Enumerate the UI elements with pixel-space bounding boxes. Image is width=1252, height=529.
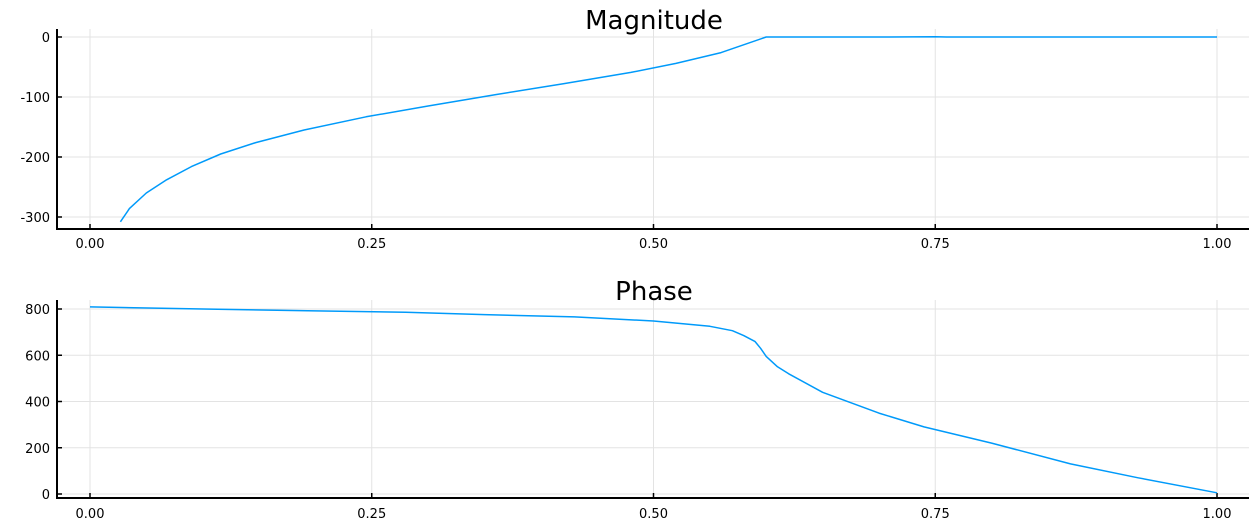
phase-x-tick-label-0: 0.00 — [76, 507, 105, 522]
phase-y-tick-label-2: 400 — [25, 396, 50, 411]
phase-series-line-0 — [89, 306, 1218, 494]
magnitude-x-tick-label-2: 0.50 — [639, 237, 668, 252]
magnitude-x-tick-label-0: 0.00 — [76, 237, 105, 252]
phase-x-tick-label-1: 0.25 — [357, 507, 386, 522]
magnitude-y-tick-label-1: -100 — [20, 91, 50, 106]
phase-y-tick-label-1: 200 — [25, 442, 50, 457]
magnitude-y-tick-label-3: -300 — [20, 211, 50, 226]
magnitude-series-line-0 — [119, 35, 1217, 223]
phase-y-tick-label-3: 600 — [25, 349, 50, 364]
phase-y-tick-label-0: 0 — [42, 488, 50, 503]
magnitude-y-tick-label-0: 0 — [42, 31, 50, 46]
phase-y-tick-label-4: 800 — [25, 303, 50, 318]
magnitude-title: Magnitude — [585, 6, 723, 36]
phase-x-tick-label-4: 1.00 — [1203, 507, 1232, 522]
magnitude-x-tick-label-3: 0.75 — [921, 237, 950, 252]
magnitude-x-tick-label-4: 1.00 — [1203, 237, 1232, 252]
magnitude-x-tick-label-1: 0.25 — [357, 237, 386, 252]
phase-x-tick-label-2: 0.50 — [639, 507, 668, 522]
phase-title: Phase — [615, 277, 693, 307]
magnitude-y-tick-label-2: -200 — [20, 151, 50, 166]
phase-x-tick-label-3: 0.75 — [921, 507, 950, 522]
